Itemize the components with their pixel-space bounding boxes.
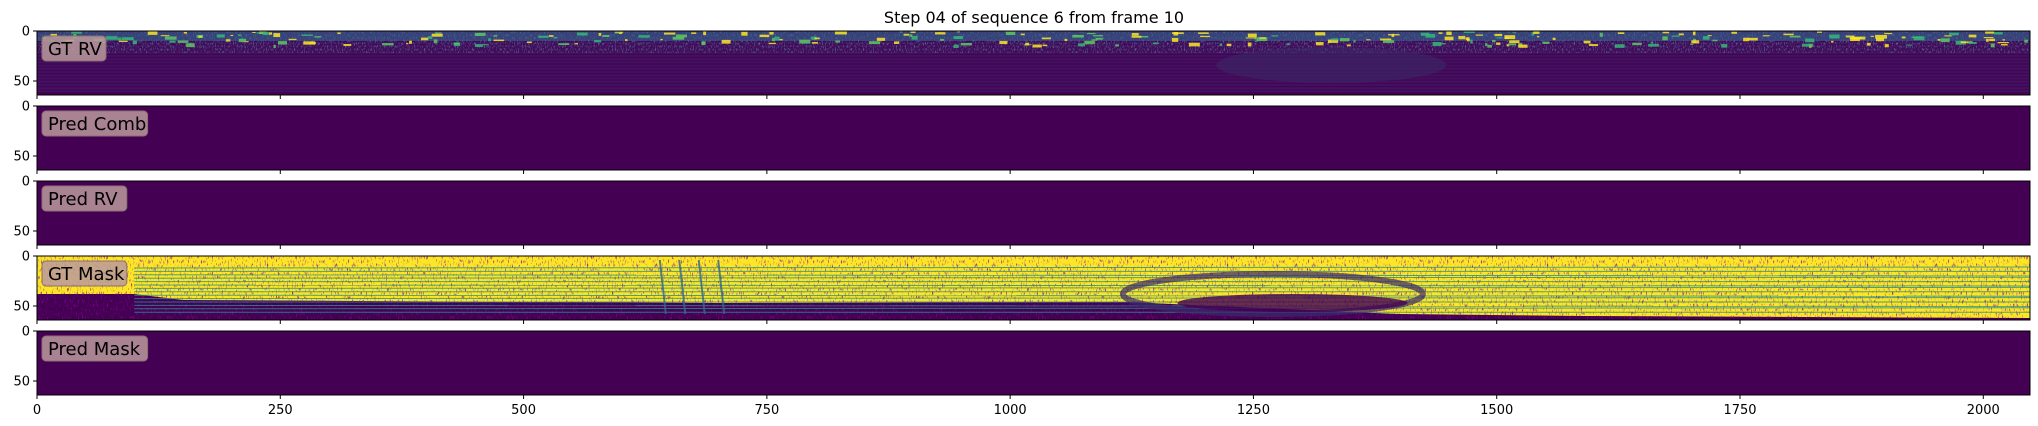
y-tick-label: 50 — [13, 150, 30, 165]
heatmap-texture — [37, 31, 2030, 92]
x-tick-label: 500 — [511, 403, 536, 418]
x-tick-label: 1500 — [1480, 403, 1513, 418]
panel-pred-comb: 0 50 Pred Comb — [13, 100, 2031, 174]
x-tick-label: 1000 — [994, 403, 1027, 418]
panel-label-box — [41, 260, 128, 287]
x-tick-label: 2000 — [1967, 403, 2000, 418]
panel-label: Pred RV — [48, 189, 118, 210]
y-tick-label: 0 — [22, 325, 30, 340]
axes-frame — [36, 180, 2031, 246]
panel-gt-mask: 0 50 GT Mask — [13, 250, 2031, 324]
axes-frame — [36, 330, 2031, 396]
panel-gt-rv: 0 50 GT RV — [13, 25, 2031, 99]
y-tick-label: 50 — [13, 300, 30, 315]
mask-texture — [37, 256, 2030, 320]
x-tick-label: 750 — [754, 403, 779, 418]
heatmap-area — [37, 181, 2030, 245]
y-tick-label: 50 — [13, 375, 30, 390]
y-tick-label: 0 — [22, 175, 30, 190]
panel-label-box — [41, 110, 149, 137]
panel-label: GT RV — [48, 39, 103, 60]
y-tick-label: 0 — [22, 250, 30, 265]
x-tick-label: 1750 — [1723, 403, 1756, 418]
panel-label-box — [41, 185, 128, 212]
axes-frame — [36, 30, 2031, 96]
y-tick-label: 0 — [22, 25, 30, 40]
panel-label: GT Mask — [48, 264, 125, 285]
panel-label-box — [41, 35, 107, 62]
axes-frame — [36, 105, 2031, 171]
x-tick-label: 250 — [268, 403, 293, 418]
panel-pred-rv: 0 50 Pred RV — [13, 175, 2031, 249]
x-tick-label: 1250 — [1237, 403, 1270, 418]
panel-label-box — [41, 335, 149, 362]
y-tick-label: 50 — [13, 225, 30, 240]
y-tick-label: 50 — [13, 75, 30, 90]
axes-frame — [36, 255, 2031, 321]
figure-title: Step 04 of sequence 6 from frame 10 — [884, 8, 1184, 27]
heatmap-area — [37, 106, 2030, 170]
y-tick-label: 0 — [22, 100, 30, 115]
panel-label: Pred Mask — [48, 339, 141, 360]
x-tick-label: 0 — [33, 403, 41, 418]
panel-label: Pred Comb — [48, 114, 146, 135]
heatmap-area — [37, 331, 2030, 395]
